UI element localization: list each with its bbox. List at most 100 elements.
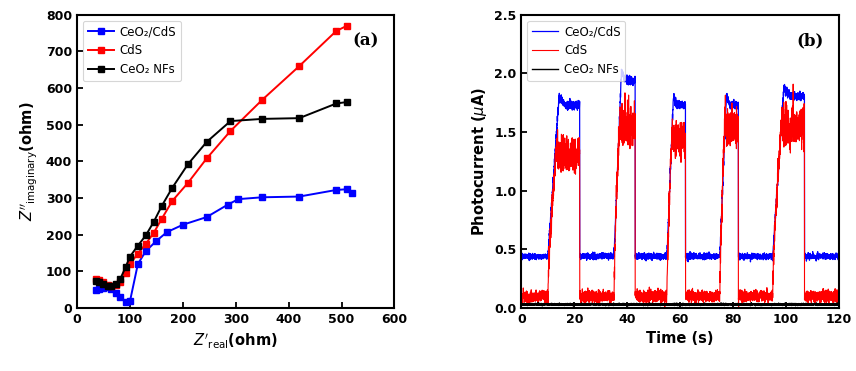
CeO₂/CdS [808, 255, 818, 260]
CeO₂ NFs [652, 302, 663, 306]
CdS [98, 280, 109, 285]
CeO₂ NFs [746, 301, 757, 305]
Line: CdS: CdS [92, 23, 350, 289]
CeO₂ NFs [116, 276, 126, 281]
CeO₂ NFs [294, 116, 305, 120]
Text: (b): (b) [797, 33, 824, 50]
CdS [110, 283, 121, 288]
CdS [140, 242, 151, 246]
CdS [342, 24, 352, 28]
CeO₂ NFs [342, 100, 352, 104]
Text: (a): (a) [353, 33, 379, 50]
CeO₂/CdS [121, 300, 131, 305]
CeO₂/CdS [616, 67, 627, 72]
X-axis label: Time (s): Time (s) [646, 331, 714, 347]
CdS [516, 294, 526, 299]
CdS [103, 283, 113, 287]
Line: CeO₂/CdS: CeO₂/CdS [521, 69, 839, 262]
Legend: CeO₂/CdS, CdS, CeO₂ NFs: CeO₂/CdS, CdS, CeO₂ NFs [83, 21, 181, 81]
CdS [125, 262, 135, 266]
CdS [660, 305, 670, 309]
CeO₂/CdS [98, 286, 109, 290]
CeO₂/CdS [116, 295, 126, 299]
CdS [91, 276, 101, 281]
CdS [331, 29, 342, 33]
Y-axis label: Photocurrent ($\mu$A): Photocurrent ($\mu$A) [470, 87, 489, 236]
CeO₂/CdS [257, 195, 267, 200]
CeO₂/CdS [152, 239, 162, 243]
CeO₂/CdS [746, 260, 756, 264]
CdS [824, 289, 835, 293]
CdS [94, 278, 104, 283]
CeO₂ NFs [110, 282, 121, 286]
CdS [121, 271, 131, 275]
CeO₂/CdS [342, 187, 352, 191]
CeO₂ NFs [516, 302, 526, 306]
CeO₂ NFs [824, 303, 835, 307]
CeO₂ NFs [650, 302, 660, 307]
Y-axis label: $Z''_{\rm imaginary}$(ohm): $Z''_{\rm imaginary}$(ohm) [19, 102, 40, 221]
CeO₂/CdS [747, 254, 758, 259]
CdS [167, 199, 177, 203]
CdS [149, 231, 159, 235]
CdS [788, 82, 799, 86]
CeO₂/CdS [223, 203, 233, 207]
CeO₂ NFs [121, 265, 131, 269]
Line: CeO₂/CdS: CeO₂/CdS [92, 186, 355, 306]
Line: CeO₂ NFs: CeO₂ NFs [92, 99, 350, 289]
CeO₂/CdS [331, 188, 342, 192]
CeO₂/CdS [178, 223, 188, 227]
CeO₂ NFs [257, 116, 267, 121]
CeO₂/CdS [234, 197, 244, 201]
CeO₂/CdS [110, 290, 121, 295]
CdS [106, 284, 116, 288]
X-axis label: $Z'_{\rm real}$(ohm): $Z'_{\rm real}$(ohm) [193, 331, 278, 351]
CdS [747, 291, 758, 295]
CeO₂/CdS [652, 255, 663, 259]
CeO₂/CdS [294, 194, 305, 199]
CdS [834, 297, 844, 301]
CeO₂/CdS [133, 262, 143, 266]
CeO₂/CdS [347, 191, 357, 196]
CeO₂ NFs [98, 282, 109, 286]
CeO₂ NFs [106, 284, 116, 288]
CdS [133, 252, 143, 256]
CeO₂/CdS [201, 215, 211, 219]
CeO₂/CdS [94, 286, 104, 291]
CeO₂/CdS [106, 287, 116, 291]
CeO₂/CdS [162, 230, 172, 234]
CeO₂ NFs [747, 303, 758, 307]
CdS [652, 292, 663, 297]
CeO₂ NFs [125, 255, 135, 259]
CdS [667, 125, 677, 129]
CeO₂ NFs [140, 233, 151, 237]
CeO₂/CdS [667, 122, 677, 126]
CeO₂ NFs [201, 140, 211, 144]
CeO₂ NFs [149, 220, 159, 224]
CdS [225, 129, 235, 133]
CeO₂ NFs [225, 119, 235, 123]
Line: CdS: CdS [521, 84, 839, 307]
CeO₂/CdS [103, 285, 113, 289]
CdS [201, 156, 211, 161]
CdS [808, 293, 818, 298]
CeO₂ NFs [91, 279, 101, 283]
CeO₂ NFs [667, 302, 677, 307]
CeO₂ NFs [183, 162, 193, 166]
CdS [650, 292, 660, 296]
CdS [116, 279, 126, 284]
Legend: CeO₂/CdS, CdS, CeO₂ NFs: CeO₂/CdS, CdS, CeO₂ NFs [527, 21, 625, 81]
CeO₂/CdS [91, 288, 101, 292]
CdS [294, 64, 305, 68]
CeO₂ NFs [103, 284, 113, 288]
CeO₂/CdS [824, 254, 835, 259]
CeO₂ NFs [537, 304, 547, 308]
CeO₂/CdS [516, 255, 526, 260]
Line: CeO₂ NFs: CeO₂ NFs [521, 303, 839, 306]
CdS [183, 180, 193, 185]
CeO₂ NFs [133, 243, 143, 248]
CeO₂ NFs [808, 302, 818, 307]
CeO₂/CdS [834, 254, 844, 259]
CeO₂/CdS [140, 249, 151, 253]
CeO₂ NFs [331, 101, 342, 106]
